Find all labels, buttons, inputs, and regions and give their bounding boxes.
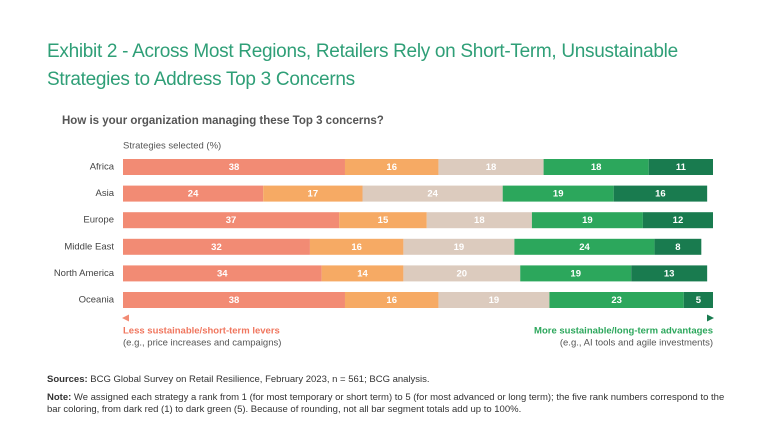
value-label: 5 [696, 295, 702, 306]
bar-segment [403, 238, 515, 255]
footnotes: Sources: BCG Global Survey on Retail Res… [47, 374, 727, 416]
note: Note: We assigned each strategy a rank f… [47, 392, 727, 416]
bar-segment [654, 238, 702, 255]
bar-segment [321, 265, 404, 282]
value-label: 16 [386, 295, 397, 306]
bar-segment [123, 159, 345, 175]
category-label: Oceania [79, 295, 115, 306]
bar-segment [642, 212, 713, 229]
note-text: We assigned each strategy a rank from 1 … [47, 392, 725, 415]
arrow-head [707, 314, 714, 322]
value-label: 38 [229, 162, 240, 173]
value-label: 19 [489, 295, 500, 306]
value-label: 14 [357, 268, 368, 279]
bar-segment [123, 238, 310, 255]
value-label: 8 [675, 242, 680, 253]
value-label: 34 [217, 268, 228, 279]
category-label: Africa [90, 162, 115, 173]
value-label: 15 [378, 215, 389, 226]
left-sublabel: (e.g., price increases and campaigns) [123, 338, 281, 349]
category-label: Europe [83, 215, 114, 226]
category-label: North America [54, 268, 115, 279]
bar-segment [263, 185, 363, 202]
value-label: 24 [188, 189, 199, 200]
bar-segment [438, 159, 544, 175]
value-label: 17 [308, 189, 319, 200]
bar-segment [549, 292, 684, 308]
bar-segment [631, 265, 708, 282]
sources-label: Sources: [47, 374, 88, 385]
category-label: Asia [96, 188, 115, 199]
value-label: 19 [582, 215, 593, 226]
sources: Sources: BCG Global Survey on Retail Res… [47, 374, 727, 386]
bar-segment [339, 212, 427, 229]
bar-segment [123, 292, 345, 308]
bar-segment [344, 159, 439, 175]
value-label: 24 [427, 189, 438, 200]
value-label: 16 [655, 189, 666, 200]
arrow-head [122, 314, 129, 322]
bar-segment [426, 212, 532, 229]
value-label: 19 [570, 268, 581, 279]
bar-segment [123, 265, 322, 282]
chart: Strategies selected (%) Less sustainable… [54, 141, 714, 349]
bar-segment [613, 185, 708, 202]
value-label: 18 [591, 162, 602, 173]
value-label: 38 [229, 295, 240, 306]
value-label: 13 [664, 268, 675, 279]
bar-segment [502, 185, 614, 202]
value-label: 24 [579, 242, 590, 253]
value-label: 37 [226, 215, 237, 226]
bar-segment [543, 159, 649, 175]
value-label: 12 [673, 215, 684, 226]
category-label: Middle East [64, 241, 114, 252]
bar-segment [344, 292, 439, 308]
value-label: 19 [454, 242, 465, 253]
bar-segment [648, 159, 713, 175]
left-label: Less sustainable/short-term levers [123, 326, 280, 337]
value-label: 19 [553, 189, 564, 200]
bar-segment [123, 212, 340, 229]
chart-title: Exhibit 2 - Across Most Regions, Retaile… [47, 41, 678, 90]
bar-segment [683, 292, 713, 308]
bar-segment [438, 292, 550, 308]
value-label: 16 [386, 162, 397, 173]
right-sublabel: (e.g., AI tools and agile investments) [560, 338, 713, 349]
sources-text: BCG Global Survey on Retail Resilience, … [90, 374, 430, 385]
bar-segment [514, 238, 655, 255]
bar-segment [531, 212, 643, 229]
right-label: More sustainable/long-term advantages [534, 326, 713, 337]
note-label: Note: [47, 392, 72, 403]
value-label: 20 [457, 268, 468, 279]
axis-label: Strategies selected (%) [123, 141, 221, 152]
value-label: 23 [611, 295, 622, 306]
value-label: 11 [676, 162, 687, 173]
value-label: 16 [351, 242, 362, 253]
bar-segment [309, 238, 404, 255]
bar-segment [362, 185, 503, 202]
value-label: 32 [211, 242, 222, 253]
bar-segment [123, 185, 264, 202]
chart-subtitle: How is your organization managing these … [62, 115, 384, 127]
bar-segment [520, 265, 632, 282]
value-label: 18 [474, 215, 485, 226]
value-label: 18 [486, 162, 497, 173]
bar-segment [403, 265, 521, 282]
